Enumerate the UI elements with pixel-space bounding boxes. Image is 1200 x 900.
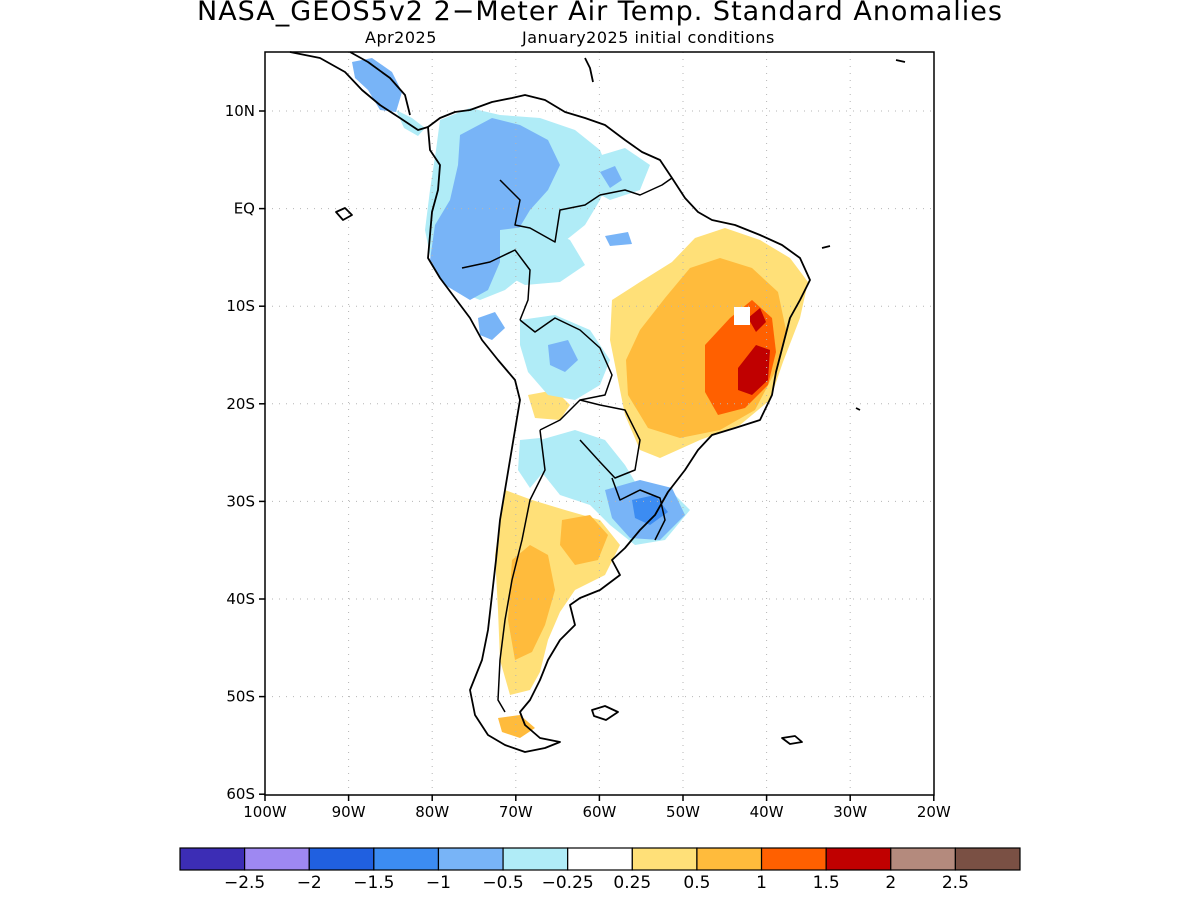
south-america-coastline bbox=[427, 94, 811, 753]
colorbar-swatch bbox=[502, 847, 569, 871]
colorbar-label: 2 bbox=[885, 873, 896, 893]
missing-data-cell bbox=[734, 307, 750, 325]
lat-label: 20S bbox=[226, 395, 255, 413]
cool-anomaly-peru-coast bbox=[478, 312, 505, 340]
warm-anomaly-argentina-core bbox=[508, 545, 555, 660]
country-borders bbox=[461, 177, 673, 713]
colorbar-label: 1.5 bbox=[813, 873, 840, 893]
colorbar-label: −1 bbox=[426, 873, 451, 893]
latitude-axis: 10N EQ 10S 20S 30S 40S 50S 60S bbox=[225, 102, 265, 803]
warm-anomaly-brazil-peak bbox=[738, 345, 770, 395]
lat-label: 40S bbox=[226, 590, 255, 608]
forecast-month: Apr2025 bbox=[365, 28, 437, 47]
anomaly-fields bbox=[352, 58, 808, 738]
colorbar-label: 0.25 bbox=[613, 873, 651, 893]
cool-anomaly-guyana bbox=[600, 166, 622, 188]
colorbar-label: 1 bbox=[756, 873, 767, 893]
lat-label: 60S bbox=[226, 785, 255, 803]
colorbar-swatch bbox=[244, 847, 310, 871]
lon-label: 30W bbox=[833, 803, 867, 821]
falkland-islands bbox=[591, 705, 619, 721]
colorbar-swatch bbox=[631, 847, 698, 871]
cool-anomaly-central-amazon bbox=[500, 225, 585, 285]
lon-label: 20W bbox=[917, 803, 951, 821]
cool-anomaly-amazon-spot bbox=[605, 232, 632, 246]
caribbean-islands bbox=[584, 57, 906, 83]
map-title: NASA_GEOS5v2 2−Meter Air Temp. Standard … bbox=[197, 0, 1003, 27]
warm-anomaly-tierra-del-fuego bbox=[498, 715, 535, 738]
lon-label: 90W bbox=[332, 803, 366, 821]
lon-label: 100W bbox=[243, 803, 287, 821]
warm-anomaly-brazil-peak-2 bbox=[748, 308, 766, 332]
colorbar-swatch bbox=[954, 847, 1021, 871]
colorbar-label: 2.5 bbox=[942, 873, 969, 893]
colorbar-swatch bbox=[890, 847, 956, 871]
colorbar-swatch bbox=[373, 847, 440, 871]
longitude-axis: 100W 90W 80W 70W 60W 50W 40W 30W 20W bbox=[243, 795, 951, 821]
cool-anomaly-central-america bbox=[352, 58, 402, 112]
lon-label: 70W bbox=[499, 803, 533, 821]
colorbar: −2.5 −2 −1.5 −1 −0.5 −0.25 0.25 0.5 1 1.5 2 2.5 bbox=[179, 847, 1021, 893]
galapagos bbox=[335, 207, 353, 221]
lon-label: 50W bbox=[666, 803, 700, 821]
lon-label: 40W bbox=[750, 803, 784, 821]
colorbar-label: −2 bbox=[297, 873, 322, 893]
warm-anomaly-argentina-core-2 bbox=[560, 515, 608, 565]
colorbar-swatch bbox=[179, 847, 246, 871]
lat-label: 50S bbox=[226, 688, 255, 706]
fernando-de-noronha bbox=[821, 245, 861, 411]
central-america-coastline bbox=[289, 51, 429, 131]
cool-anomaly-chile-north bbox=[518, 438, 545, 488]
colorbar-label: −2.5 bbox=[224, 873, 265, 893]
colorbar-swatch bbox=[308, 847, 375, 871]
colorbar-swatch bbox=[567, 847, 633, 871]
initial-conditions: January2025 initial conditions bbox=[522, 28, 775, 47]
land-outlines bbox=[289, 51, 906, 753]
cool-anomaly-bolivia-core bbox=[548, 340, 578, 372]
south-georgia bbox=[781, 735, 803, 745]
cool-anomaly-uruguay-core bbox=[632, 495, 668, 525]
colorbar-swatch bbox=[437, 847, 504, 871]
colorbar-swatch bbox=[760, 847, 827, 871]
colorbar-label: −1.5 bbox=[353, 873, 394, 893]
warm-anomaly-bolivia bbox=[528, 390, 570, 420]
lon-label: 80W bbox=[415, 803, 449, 821]
lon-label: 60W bbox=[582, 803, 616, 821]
colorbar-swatch bbox=[696, 847, 763, 871]
colorbar-label: −0.5 bbox=[482, 873, 523, 893]
lat-label: 10N bbox=[225, 102, 255, 120]
colorbar-label: 0.5 bbox=[683, 873, 710, 893]
colorbar-swatch bbox=[825, 847, 892, 871]
colorbar-label: −0.25 bbox=[542, 873, 594, 893]
lat-label: 30S bbox=[226, 492, 255, 510]
lat-label: EQ bbox=[234, 200, 255, 218]
lat-label: 10S bbox=[226, 297, 255, 315]
cool-anomaly-colombia-core bbox=[430, 118, 560, 300]
